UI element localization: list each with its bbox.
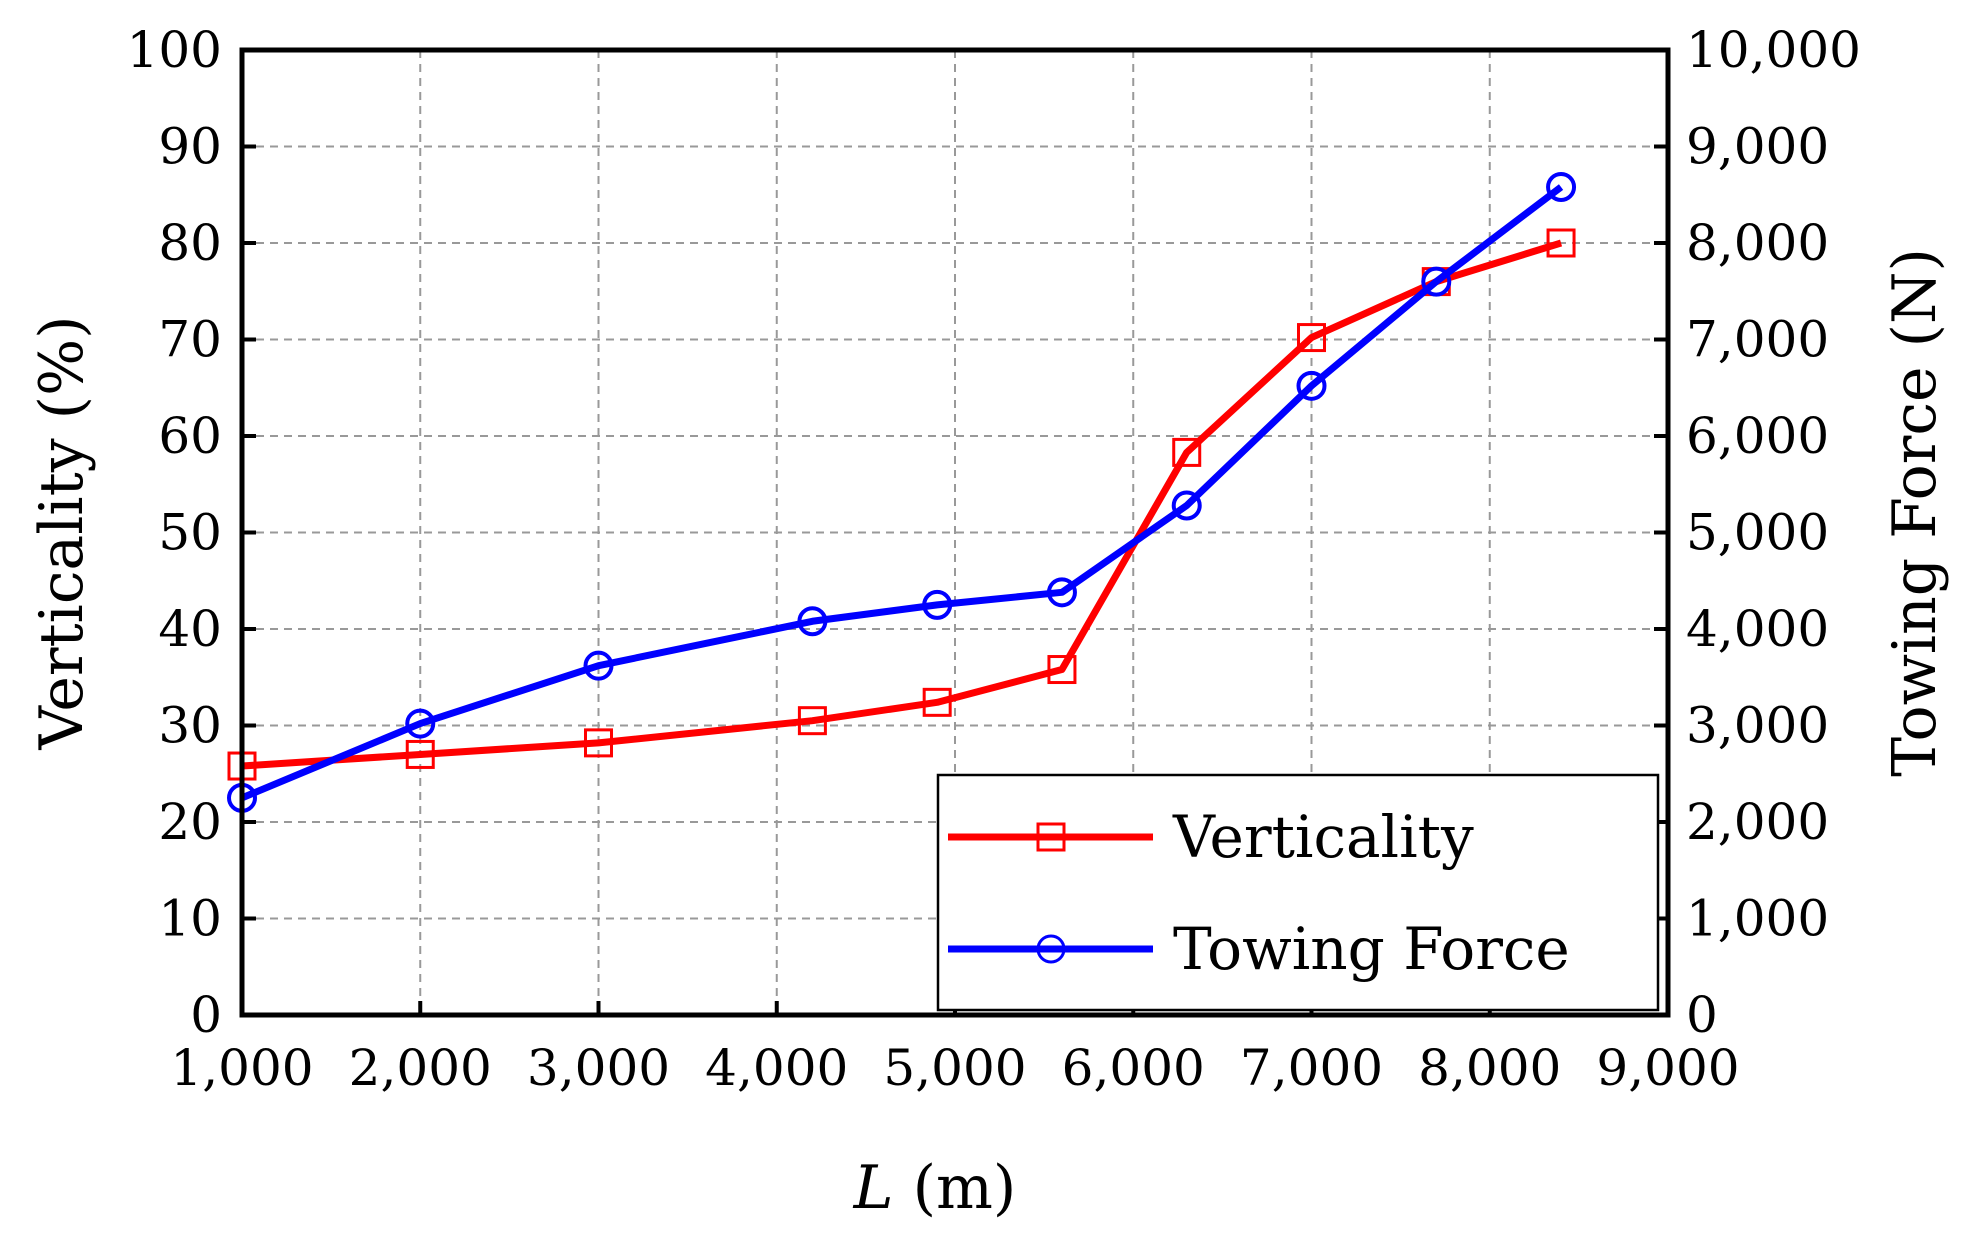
y2-tick-label: 8,000 xyxy=(1686,214,1829,272)
x-tick-label: 1,000 xyxy=(170,1039,313,1097)
x-tick-label: 8,000 xyxy=(1418,1039,1561,1097)
data-point-circle xyxy=(922,589,953,620)
x-tick-label: 4,000 xyxy=(705,1039,848,1097)
legend-marker-square xyxy=(1036,822,1066,852)
y-tick-label: 60 xyxy=(158,407,222,465)
y-tick-label: 90 xyxy=(158,118,222,176)
y-tick-label: 50 xyxy=(158,504,222,562)
tick-layer: 1,000 2,000 3,000 4,000 5,000 6,000 7,000 8,000… xyxy=(127,21,1861,1097)
y2-tick-label: 3,000 xyxy=(1686,697,1829,755)
y-tick-label: 20 xyxy=(158,793,222,851)
y-tick-label: 30 xyxy=(158,697,222,755)
data-point-square xyxy=(1172,437,1202,467)
x-axis-title: L (m) xyxy=(853,1153,1017,1223)
data-point-square xyxy=(405,739,435,769)
legend-label-verticality: Verticality xyxy=(1172,803,1474,871)
series-verticality xyxy=(227,228,1576,781)
grid-layer xyxy=(242,50,1668,1015)
y-tick-label: 80 xyxy=(158,214,222,272)
y2-tick-label: 9,000 xyxy=(1686,118,1829,176)
legend-marker-circle xyxy=(1036,934,1066,964)
data-point-circle xyxy=(1046,577,1077,608)
x-tick-label: 3,000 xyxy=(527,1039,670,1097)
x-tick-label: 7,000 xyxy=(1240,1039,1383,1097)
x-tick-label: 9,000 xyxy=(1596,1039,1739,1097)
y2-tick-label: 2,000 xyxy=(1686,793,1829,851)
legend-box xyxy=(936,773,1660,1012)
y2-tick-label: 6,000 xyxy=(1686,407,1829,465)
data-point-square xyxy=(584,728,613,758)
data-point-square xyxy=(922,687,952,717)
y-tick-label: 10 xyxy=(158,890,222,948)
data-point-circle xyxy=(797,606,828,637)
series-towing-force xyxy=(227,172,1577,813)
legend-label-towing-force: Towing Force xyxy=(1173,915,1570,983)
y2-tick-label: 10,000 xyxy=(1686,21,1861,79)
data-point-square xyxy=(1047,655,1077,685)
y2-tick-label: 7,000 xyxy=(1686,311,1829,369)
y-tick-label: 100 xyxy=(127,21,222,79)
y-axis-title: Verticality (%) xyxy=(27,316,97,751)
y-tick-label: 0 xyxy=(190,986,222,1044)
y2-axis-title: Towing Force (N) xyxy=(1880,248,1950,777)
y2-tick-label: 0 xyxy=(1686,986,1718,1044)
y2-tick-label: 4,000 xyxy=(1686,600,1829,658)
data-point-circle xyxy=(1421,266,1452,297)
series-line-towing-force xyxy=(240,184,1564,802)
legend: Verticality Towing Force xyxy=(936,773,1660,1012)
x-tick-label: 2,000 xyxy=(349,1039,492,1097)
data-point-circle xyxy=(1546,172,1577,203)
data-point-square xyxy=(1546,228,1576,258)
y-tick-label: 40 xyxy=(158,600,222,658)
y2-tick-label: 1,000 xyxy=(1686,890,1829,948)
data-point-square xyxy=(1297,323,1326,353)
series-line-verticality xyxy=(241,239,1563,770)
data-point-circle xyxy=(583,650,614,681)
x-tick-label: 5,000 xyxy=(883,1039,1026,1097)
y2-tick-label: 5,000 xyxy=(1686,504,1829,562)
data-point-circle xyxy=(405,708,436,739)
x-tick-label: 6,000 xyxy=(1062,1039,1205,1097)
y-tick-label: 70 xyxy=(158,311,222,369)
data-point-square xyxy=(797,706,827,736)
data-point-circle xyxy=(1296,370,1327,401)
x-axis-title-symbol: L xyxy=(853,1153,894,1223)
x-axis-title-unit: (m) xyxy=(894,1153,1017,1223)
series-layer xyxy=(227,172,1577,813)
data-point-circle xyxy=(1171,490,1202,521)
